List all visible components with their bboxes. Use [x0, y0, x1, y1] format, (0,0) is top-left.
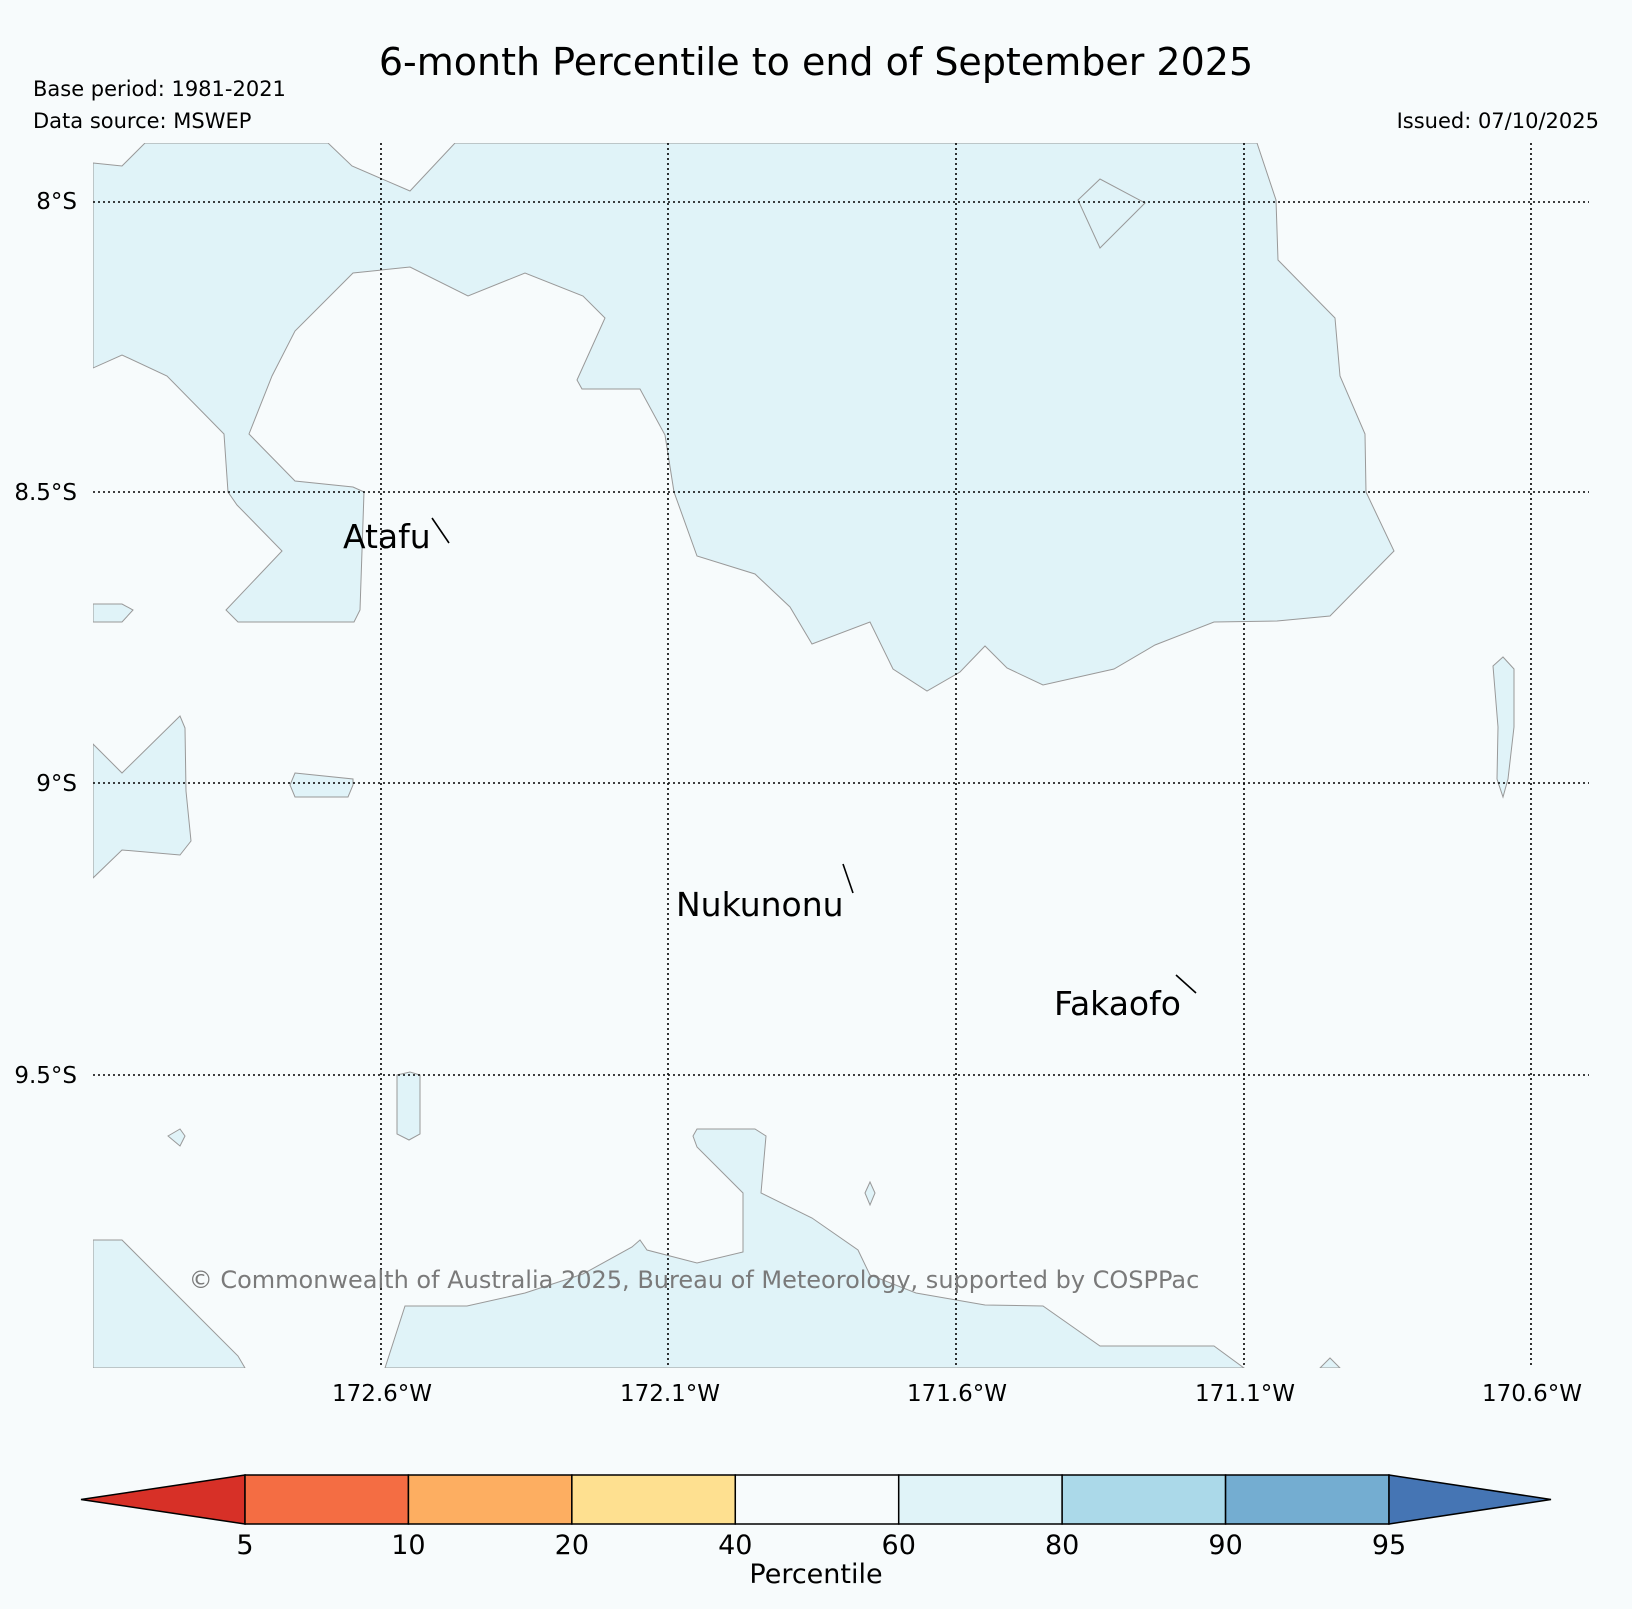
lon-label-172-6w: 172.6°W	[332, 1381, 432, 1407]
colorbar-segment-90-95	[1224, 1474, 1390, 1525]
lon-label-172-1w: 172.1°W	[620, 1381, 720, 1407]
lat-label-8s: 8°S	[36, 189, 77, 215]
colorbar-tick-40: 40	[718, 1530, 752, 1561]
percentile-region-south-1	[396, 1071, 421, 1141]
percentile-region-south-4	[93, 1239, 246, 1368]
lon-label-170-6w: 170.6°W	[1482, 1381, 1582, 1407]
percentile-region-south-5	[384, 1128, 1245, 1368]
percentile-region-north	[93, 143, 1395, 692]
colorbar-segment-10-20	[407, 1474, 573, 1525]
map-title: 6-month Percentile to end of September 2…	[378, 40, 1254, 84]
percentile-region-south-6	[1319, 1357, 1341, 1368]
lon-label-171-6w: 171.6°W	[907, 1381, 1007, 1407]
lon-label-171-1w: 171.1°W	[1195, 1381, 1295, 1407]
colorbar-tick-95: 95	[1372, 1530, 1406, 1561]
lat-label-9-5s: 9.5°S	[14, 1063, 77, 1089]
colorbar-extend-high	[1388, 1474, 1552, 1525]
percentile-region-west-1	[93, 603, 134, 623]
lat-label-9s: 9°S	[36, 771, 77, 797]
percentile-region-east	[1492, 656, 1515, 799]
data-source-label: Data source: MSWEP	[33, 109, 252, 133]
lat-label-8-5s: 8.5°S	[14, 480, 77, 506]
issued-date-label: Issued: 07/10/2025	[1396, 109, 1599, 133]
percentile-region-south-3	[864, 1180, 876, 1207]
fakaofo-marker	[1175, 974, 1197, 994]
colorbar-ticks: 5 10 20 40 60 80 90 95	[236, 1530, 1406, 1561]
colorbar-tick-10: 10	[391, 1530, 425, 1561]
colorbar-tick-5: 5	[236, 1530, 253, 1561]
colorbar-tick-20: 20	[555, 1530, 589, 1561]
colorbar	[80, 1474, 1552, 1525]
copyright-notice: © Commonwealth of Australia 2025, Bureau…	[189, 1266, 1200, 1294]
place-label-nukunonu: Nukunonu	[676, 885, 844, 924]
place-label-atafu: Atafu	[343, 517, 431, 556]
map-area: Atafu Nukunonu Fakaofo © Commonwealth of…	[93, 143, 1589, 1368]
colorbar-segment-5-10	[244, 1474, 410, 1525]
colorbar-segment-80-90	[1061, 1474, 1227, 1525]
colorbar-segment-60-80	[897, 1474, 1063, 1525]
percentile-region-south-2	[167, 1128, 186, 1147]
percentile-region-west-2	[93, 715, 192, 879]
colorbar-tick-80: 80	[1045, 1530, 1079, 1561]
colorbar-tick-90: 90	[1208, 1530, 1242, 1561]
nukunonu-marker	[842, 863, 854, 894]
colorbar-label: Percentile	[749, 1559, 882, 1590]
atafu-marker	[431, 517, 450, 544]
colorbar-tick-60: 60	[882, 1530, 916, 1561]
percentile-region-west-3	[289, 772, 354, 798]
colorbar-segment-40-60	[734, 1474, 900, 1525]
place-label-fakaofo: Fakaofo	[1054, 984, 1181, 1023]
base-period-label: Base period: 1981-2021	[33, 77, 286, 101]
colorbar-extend-low	[80, 1474, 246, 1525]
graticule	[93, 143, 1589, 1368]
colorbar-segment-20-40	[571, 1474, 737, 1525]
